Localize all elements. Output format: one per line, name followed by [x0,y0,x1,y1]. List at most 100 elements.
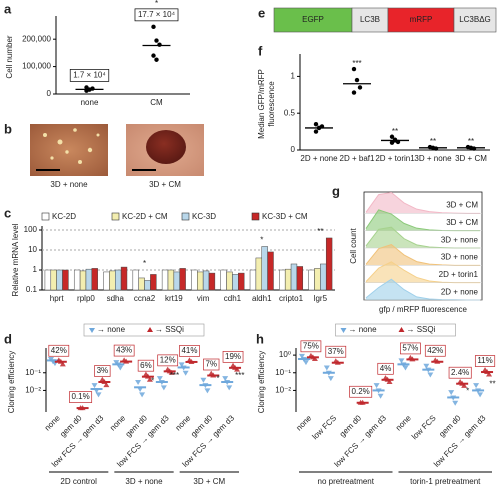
bar [62,269,69,291]
value-label: 19% [225,352,241,361]
ridge-label: 2D + none [441,287,479,296]
value-label: 57% [402,344,418,353]
value-label-box [137,359,155,372]
y-tick-label: 100 [24,225,38,234]
x-tick-label: low FCS [410,414,438,442]
value-label: 41% [181,346,197,355]
value-label: 37% [328,347,344,356]
value-label: 17.7 × 10⁴ [138,10,176,19]
panel-letter: f [258,43,263,58]
ridge-label: 2D + torin1 [439,270,479,279]
bar [167,269,175,291]
y-tick-label: 200,000 [22,34,51,43]
data-point [302,360,309,366]
data-point [298,353,305,359]
legend-marker [340,328,347,333]
significance: * [151,376,154,385]
bar [320,263,327,291]
bar [120,266,128,291]
x-tick-label: none [394,413,413,432]
group-label: 3D + CM [193,477,225,486]
y-axis-label: fluorescence [267,81,276,127]
ridge-fill [366,279,480,300]
value-label-box [424,344,446,357]
y-tick-label: 1 [33,265,38,274]
panel-letter: e [258,5,265,20]
significance: * [155,0,158,8]
significance: * [143,259,146,268]
value-label: 42% [427,346,443,355]
y-tick-label: 1 [291,72,296,81]
data-point [402,365,409,371]
data-point [354,77,360,83]
data-point [357,85,363,90]
x-tick-label: krt19 [165,294,183,303]
bar [161,269,169,291]
bar [197,271,204,291]
y-tick-label: 10⁻² [275,386,291,395]
x-tick-label: none [43,413,62,432]
data-point [182,370,189,376]
data-point [222,376,229,382]
x-tick-label: 3D + CM [455,154,487,163]
bar [191,269,198,291]
data-point [373,383,380,389]
data-point [486,371,493,377]
bar [109,270,116,291]
bar [138,277,145,291]
x-axis-label: gfp / mRFP fluorescence [379,305,467,314]
data-point [351,90,357,95]
x-tick-label: none [108,413,127,432]
data-point [313,129,319,134]
x-tick-label: ccna2 [134,294,156,303]
bar [115,269,122,291]
data-point [377,393,384,399]
legend-swatch [111,212,120,221]
x-tick-label: 3D + none [414,154,452,163]
value-label: 2.4% [451,368,469,377]
data-point [389,140,395,145]
bar [56,269,63,291]
ridge-fill [366,209,480,231]
y-tick-label: 0 [47,89,52,98]
x-tick-label: CM [150,98,163,107]
group-label: 3D + none [125,477,163,486]
data-point [200,377,207,383]
data-point [160,385,167,391]
data-point [156,376,163,382]
x-tick-label: none [174,413,193,432]
data-point [146,376,153,382]
value-label-box [222,350,244,363]
legend-label: KC-3D + CM [262,212,308,221]
bar [150,274,157,291]
bar [290,263,298,291]
data-point [151,24,156,30]
panel-b: b 3D + none 3D + CM [4,121,204,189]
bar [173,271,180,291]
data-point [327,376,334,382]
data-point [84,85,89,90]
data-point [423,363,430,369]
x-tick-label: aldh1 [252,294,272,303]
legend-label: → SSQi [155,325,184,334]
legend-box [335,323,456,337]
y-tick-label: 100,000 [22,62,51,71]
legend-box [83,323,205,337]
bar [255,257,262,291]
x-tick-label: hprt [50,294,65,303]
panel-letter: g [332,183,340,198]
value-label-box [69,69,110,82]
value-label: 0.2% [352,387,370,396]
legend-swatch [41,212,50,221]
y-tick-label: 0 [291,145,296,154]
value-label: 75% [303,341,319,350]
legend-label: → none [97,325,126,334]
data-point [452,400,459,406]
ridge-fill [366,261,480,283]
bar [267,251,274,291]
data-point [151,53,156,58]
data-point [154,38,159,43]
bar [220,269,227,291]
x-tick-label: 2D + baf1 [340,154,375,163]
value-label-box [48,344,70,357]
